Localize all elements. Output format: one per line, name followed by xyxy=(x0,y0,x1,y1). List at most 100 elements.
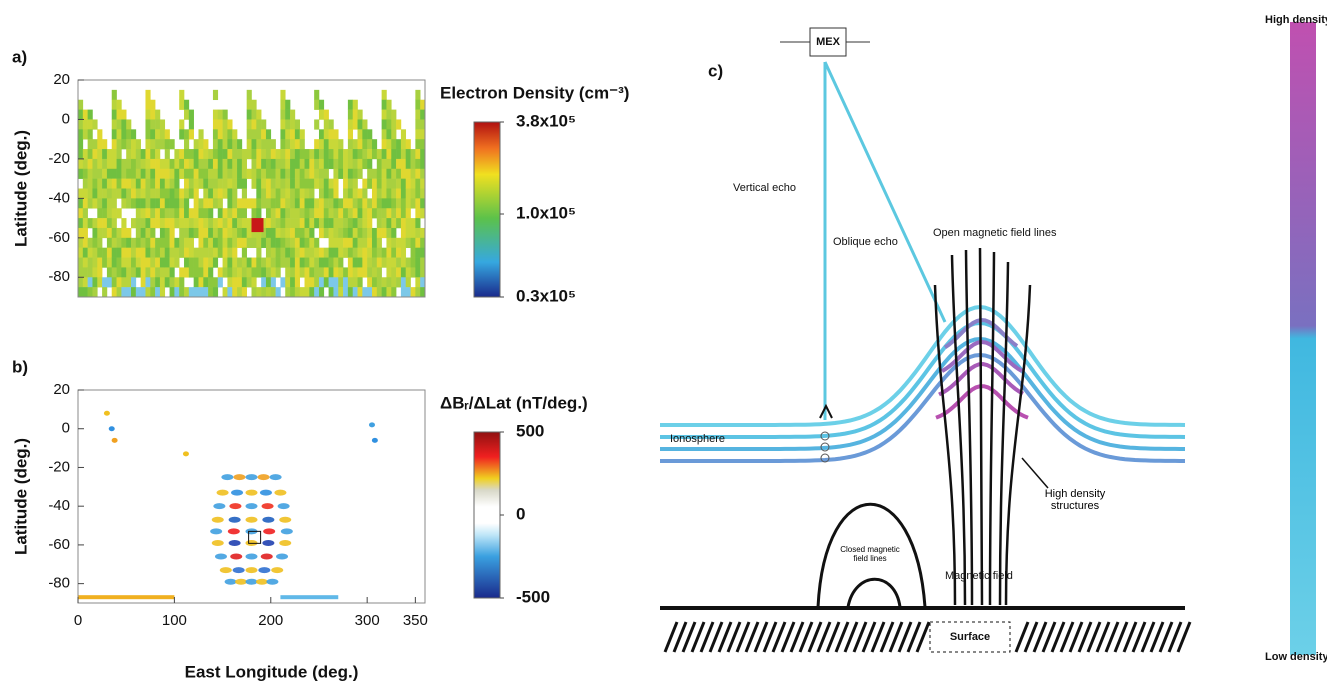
heatmap-cell xyxy=(265,257,272,268)
y-tick-label: -20 xyxy=(48,150,70,167)
heatmap-cell xyxy=(145,178,151,189)
heatmap-cell xyxy=(396,267,402,278)
heatmap-cell xyxy=(140,218,146,229)
heatmap-cell xyxy=(299,237,305,248)
heatmap-cell xyxy=(174,277,180,288)
y-axis-label: Latitude (deg.) xyxy=(11,130,30,247)
heatmap-cell xyxy=(82,119,88,130)
heatmap-cell xyxy=(376,158,382,170)
heatmap-cell xyxy=(294,188,300,199)
heatmap-cell xyxy=(323,158,329,170)
heatmap-cell xyxy=(121,227,127,239)
field-blob xyxy=(216,489,229,496)
marker xyxy=(820,431,830,441)
heatmap-cell xyxy=(415,178,421,189)
heatmap-cell xyxy=(294,237,300,248)
heatmap-cell xyxy=(184,158,190,170)
panel-label: c) xyxy=(708,61,723,80)
y-tick-label: 20 xyxy=(53,71,70,88)
heatmap-cell xyxy=(150,198,156,209)
heatmap-cell xyxy=(246,149,252,160)
annotation: Ionosphere xyxy=(670,433,725,445)
heatmap-cell xyxy=(285,247,291,258)
heatmap-cell xyxy=(203,237,209,248)
heatmap-cell xyxy=(198,149,204,160)
heatmap-cell xyxy=(362,198,368,209)
heatmap-cell xyxy=(193,139,199,150)
heatmap-cell xyxy=(256,188,262,199)
heatmap-cell xyxy=(82,168,88,179)
heatmap-cell xyxy=(270,218,276,229)
field-blob xyxy=(280,528,293,535)
heatmap-cell xyxy=(111,178,117,189)
hatch-line xyxy=(798,621,814,653)
heatmap-cell xyxy=(376,277,382,288)
heatmap-cell xyxy=(246,139,252,150)
heatmap-cell xyxy=(386,168,392,179)
heatmap-cell xyxy=(323,247,329,258)
heatmap-cell xyxy=(362,218,368,229)
heatmap-cell xyxy=(386,188,392,199)
heatmap-cell xyxy=(241,178,247,189)
heatmap-cell xyxy=(347,208,354,219)
heatmap-cell xyxy=(222,158,228,170)
heatmap-cell xyxy=(106,218,113,229)
heatmap-cell xyxy=(217,119,223,130)
heatmap-cell xyxy=(367,227,373,239)
heatmap-cell xyxy=(145,208,151,219)
heatmap-cell xyxy=(256,208,262,219)
heatmap-cell xyxy=(396,198,402,209)
heatmap-cell xyxy=(145,139,151,150)
heatmap-cell xyxy=(140,158,146,170)
heatmap-cell xyxy=(97,267,103,278)
heatmap-cell xyxy=(309,208,315,219)
heatmap-cell xyxy=(131,277,137,288)
heatmap-cell xyxy=(198,267,204,278)
heatmap-cell xyxy=(304,168,310,179)
heatmap-cell xyxy=(212,89,219,101)
heatmap-cell xyxy=(323,109,329,120)
heatmap-cell xyxy=(261,218,267,229)
heatmap-cell xyxy=(415,99,421,110)
heatmap-cell xyxy=(193,198,199,209)
heatmap-cell xyxy=(193,188,199,199)
heatmap-cell xyxy=(280,119,286,130)
heatmap-cell xyxy=(188,149,194,160)
heatmap-cell xyxy=(347,237,354,248)
heatmap-cell xyxy=(328,208,334,219)
heatmap-cell xyxy=(261,257,267,268)
heatmap-cell xyxy=(343,188,349,199)
heatmap-cell xyxy=(376,188,382,199)
heatmap-cell xyxy=(371,178,378,189)
heatmap-cell xyxy=(357,109,363,120)
heatmap-cell xyxy=(121,129,127,140)
heatmap-cell xyxy=(371,208,378,219)
heatmap-cell xyxy=(400,129,407,140)
heatmap-cell xyxy=(318,178,325,189)
heatmap-cell xyxy=(285,277,291,288)
heatmap-cell xyxy=(357,277,363,288)
heatmap-cell xyxy=(212,168,219,179)
heatmap-cell xyxy=(265,158,272,170)
hatch-line xyxy=(1095,621,1111,653)
heatmap-cell xyxy=(232,277,238,288)
heatmap-cell xyxy=(227,188,233,199)
heatmap-cell xyxy=(92,257,98,268)
heatmap-cell xyxy=(222,129,228,140)
heatmap-cell xyxy=(386,237,392,248)
heatmap-cell xyxy=(285,208,291,219)
hatch-line xyxy=(1032,621,1048,653)
heatmap-cell xyxy=(145,119,151,130)
heatmap-cell xyxy=(367,198,373,209)
heatmap-cell xyxy=(371,139,378,150)
heatmap-cell xyxy=(338,257,344,268)
heatmap-cell xyxy=(217,227,223,239)
heatmap-cell xyxy=(343,287,349,298)
heatmap-cell xyxy=(280,188,286,199)
heatmap-cell xyxy=(333,178,339,189)
heatmap-cell xyxy=(299,267,305,278)
heatmap-cell xyxy=(145,257,151,268)
heatmap-cell xyxy=(420,237,426,248)
heatmap-cell xyxy=(396,139,402,150)
heatmap-cell xyxy=(111,227,117,239)
